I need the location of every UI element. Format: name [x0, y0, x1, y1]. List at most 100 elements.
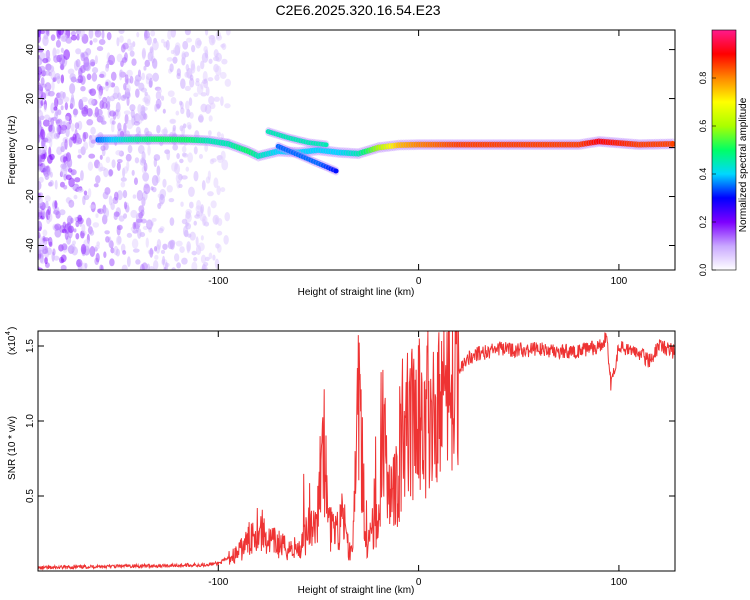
noise-speckle [91, 67, 99, 74]
noise-speckle [44, 114, 50, 120]
noise-speckle [152, 62, 158, 70]
noise-speckle [169, 63, 174, 73]
noise-speckle [215, 34, 223, 41]
noise-speckle [69, 83, 76, 95]
spectrogram-ridge [94, 127, 675, 176]
noise-speckle [214, 74, 220, 81]
noise-speckle [51, 80, 55, 92]
noise-speckle [207, 206, 211, 218]
noise-speckle [55, 48, 60, 54]
noise-speckle [130, 209, 138, 219]
noise-speckle [103, 207, 110, 219]
colorbar-label: Normalized spectral amplitude [738, 97, 749, 232]
noise-speckle [54, 228, 62, 238]
noise-speckle [153, 245, 158, 252]
noise-speckle [181, 125, 186, 136]
noise-speckle [89, 40, 93, 46]
noise-speckle [181, 152, 187, 157]
noise-speckle [163, 41, 168, 48]
noise-speckle [116, 225, 121, 236]
ridge-point [669, 140, 675, 147]
noise-speckle [115, 248, 120, 257]
noise-speckle [97, 162, 103, 173]
noise-speckle [224, 103, 231, 109]
noise-speckle [64, 115, 70, 122]
noise-speckle [60, 35, 68, 42]
noise-speckle [74, 122, 80, 130]
noise-speckle [60, 105, 64, 111]
noise-speckle [38, 30, 42, 38]
noise-speckle [188, 97, 193, 106]
noise-speckle [64, 231, 69, 240]
noise-speckle [193, 220, 197, 226]
noise-speckle [61, 243, 68, 251]
noise-speckle [49, 179, 54, 187]
noise-speckle [191, 44, 196, 53]
noise-speckle [102, 191, 109, 200]
snr-panel: -100 0 100 0.5 1.0 1.5 Height of straight lin… [5, 327, 676, 596]
noise-speckle [42, 237, 50, 242]
noise-speckle [212, 254, 216, 261]
noise-speckle [68, 118, 72, 125]
noise-speckle [67, 167, 73, 173]
colorbar: 0.0 0.2 0.4 0.6 0.8 Normalized spectral ampl… [698, 29, 749, 276]
noise-speckle [171, 267, 176, 270]
noise-speckle [62, 121, 66, 126]
noise-speckle [148, 77, 153, 88]
noise-speckle [146, 36, 152, 46]
noise-speckle [172, 144, 179, 151]
noise-speckle [115, 235, 122, 246]
noise-speckle [162, 243, 168, 250]
noise-speckle [54, 200, 58, 209]
noise-speckle [121, 264, 128, 270]
noise-speckle [55, 119, 61, 124]
noise-speckle [186, 121, 192, 129]
noise-speckle [69, 73, 76, 81]
y-tick-label: 20 [25, 93, 36, 105]
noise-speckle [77, 214, 83, 222]
noise-speckle [182, 225, 189, 237]
noise-speckle [137, 144, 145, 154]
noise-speckle [153, 154, 161, 161]
noise-speckle [54, 179, 58, 190]
noise-speckle [120, 95, 127, 101]
noise-speckle [205, 176, 211, 184]
x-tick-label: 0 [416, 276, 422, 287]
noise-speckle [125, 153, 132, 162]
noise-speckle [174, 42, 181, 52]
noise-speckle [182, 40, 189, 50]
noise-speckle [224, 212, 231, 222]
noise-speckle [216, 230, 223, 236]
noise-speckle [169, 119, 176, 124]
noise-speckle [126, 119, 134, 130]
noise-speckle [140, 87, 148, 93]
noise-speckle [80, 170, 84, 181]
noise-speckle [123, 110, 131, 115]
noise-speckle [123, 83, 127, 91]
noise-speckle [52, 248, 56, 256]
noise-speckle [143, 162, 148, 172]
noise-speckle [160, 249, 166, 254]
noise-speckle [219, 71, 227, 79]
noise-speckle [91, 72, 98, 82]
noise-speckle [118, 215, 125, 222]
noise-speckle [38, 156, 42, 163]
noise-speckle [221, 58, 228, 65]
noise-speckle [109, 95, 116, 102]
noise-speckle [55, 39, 61, 48]
noise-speckle [200, 254, 207, 264]
noise-speckle [98, 73, 105, 78]
noise-speckle [56, 124, 60, 134]
noise-speckle [170, 96, 177, 105]
noise-speckle [113, 94, 119, 99]
snr-ylabel: SNR (10 * v/v) [7, 416, 18, 480]
noise-speckle [171, 162, 178, 172]
noise-speckle [167, 30, 172, 40]
noise-speckle [60, 264, 67, 270]
noise-speckle [38, 180, 42, 191]
noise-speckle [105, 64, 110, 72]
noise-speckle [63, 184, 68, 190]
noise-speckle [129, 75, 134, 84]
noise-speckle [40, 99, 44, 106]
noise-speckle [46, 30, 50, 37]
